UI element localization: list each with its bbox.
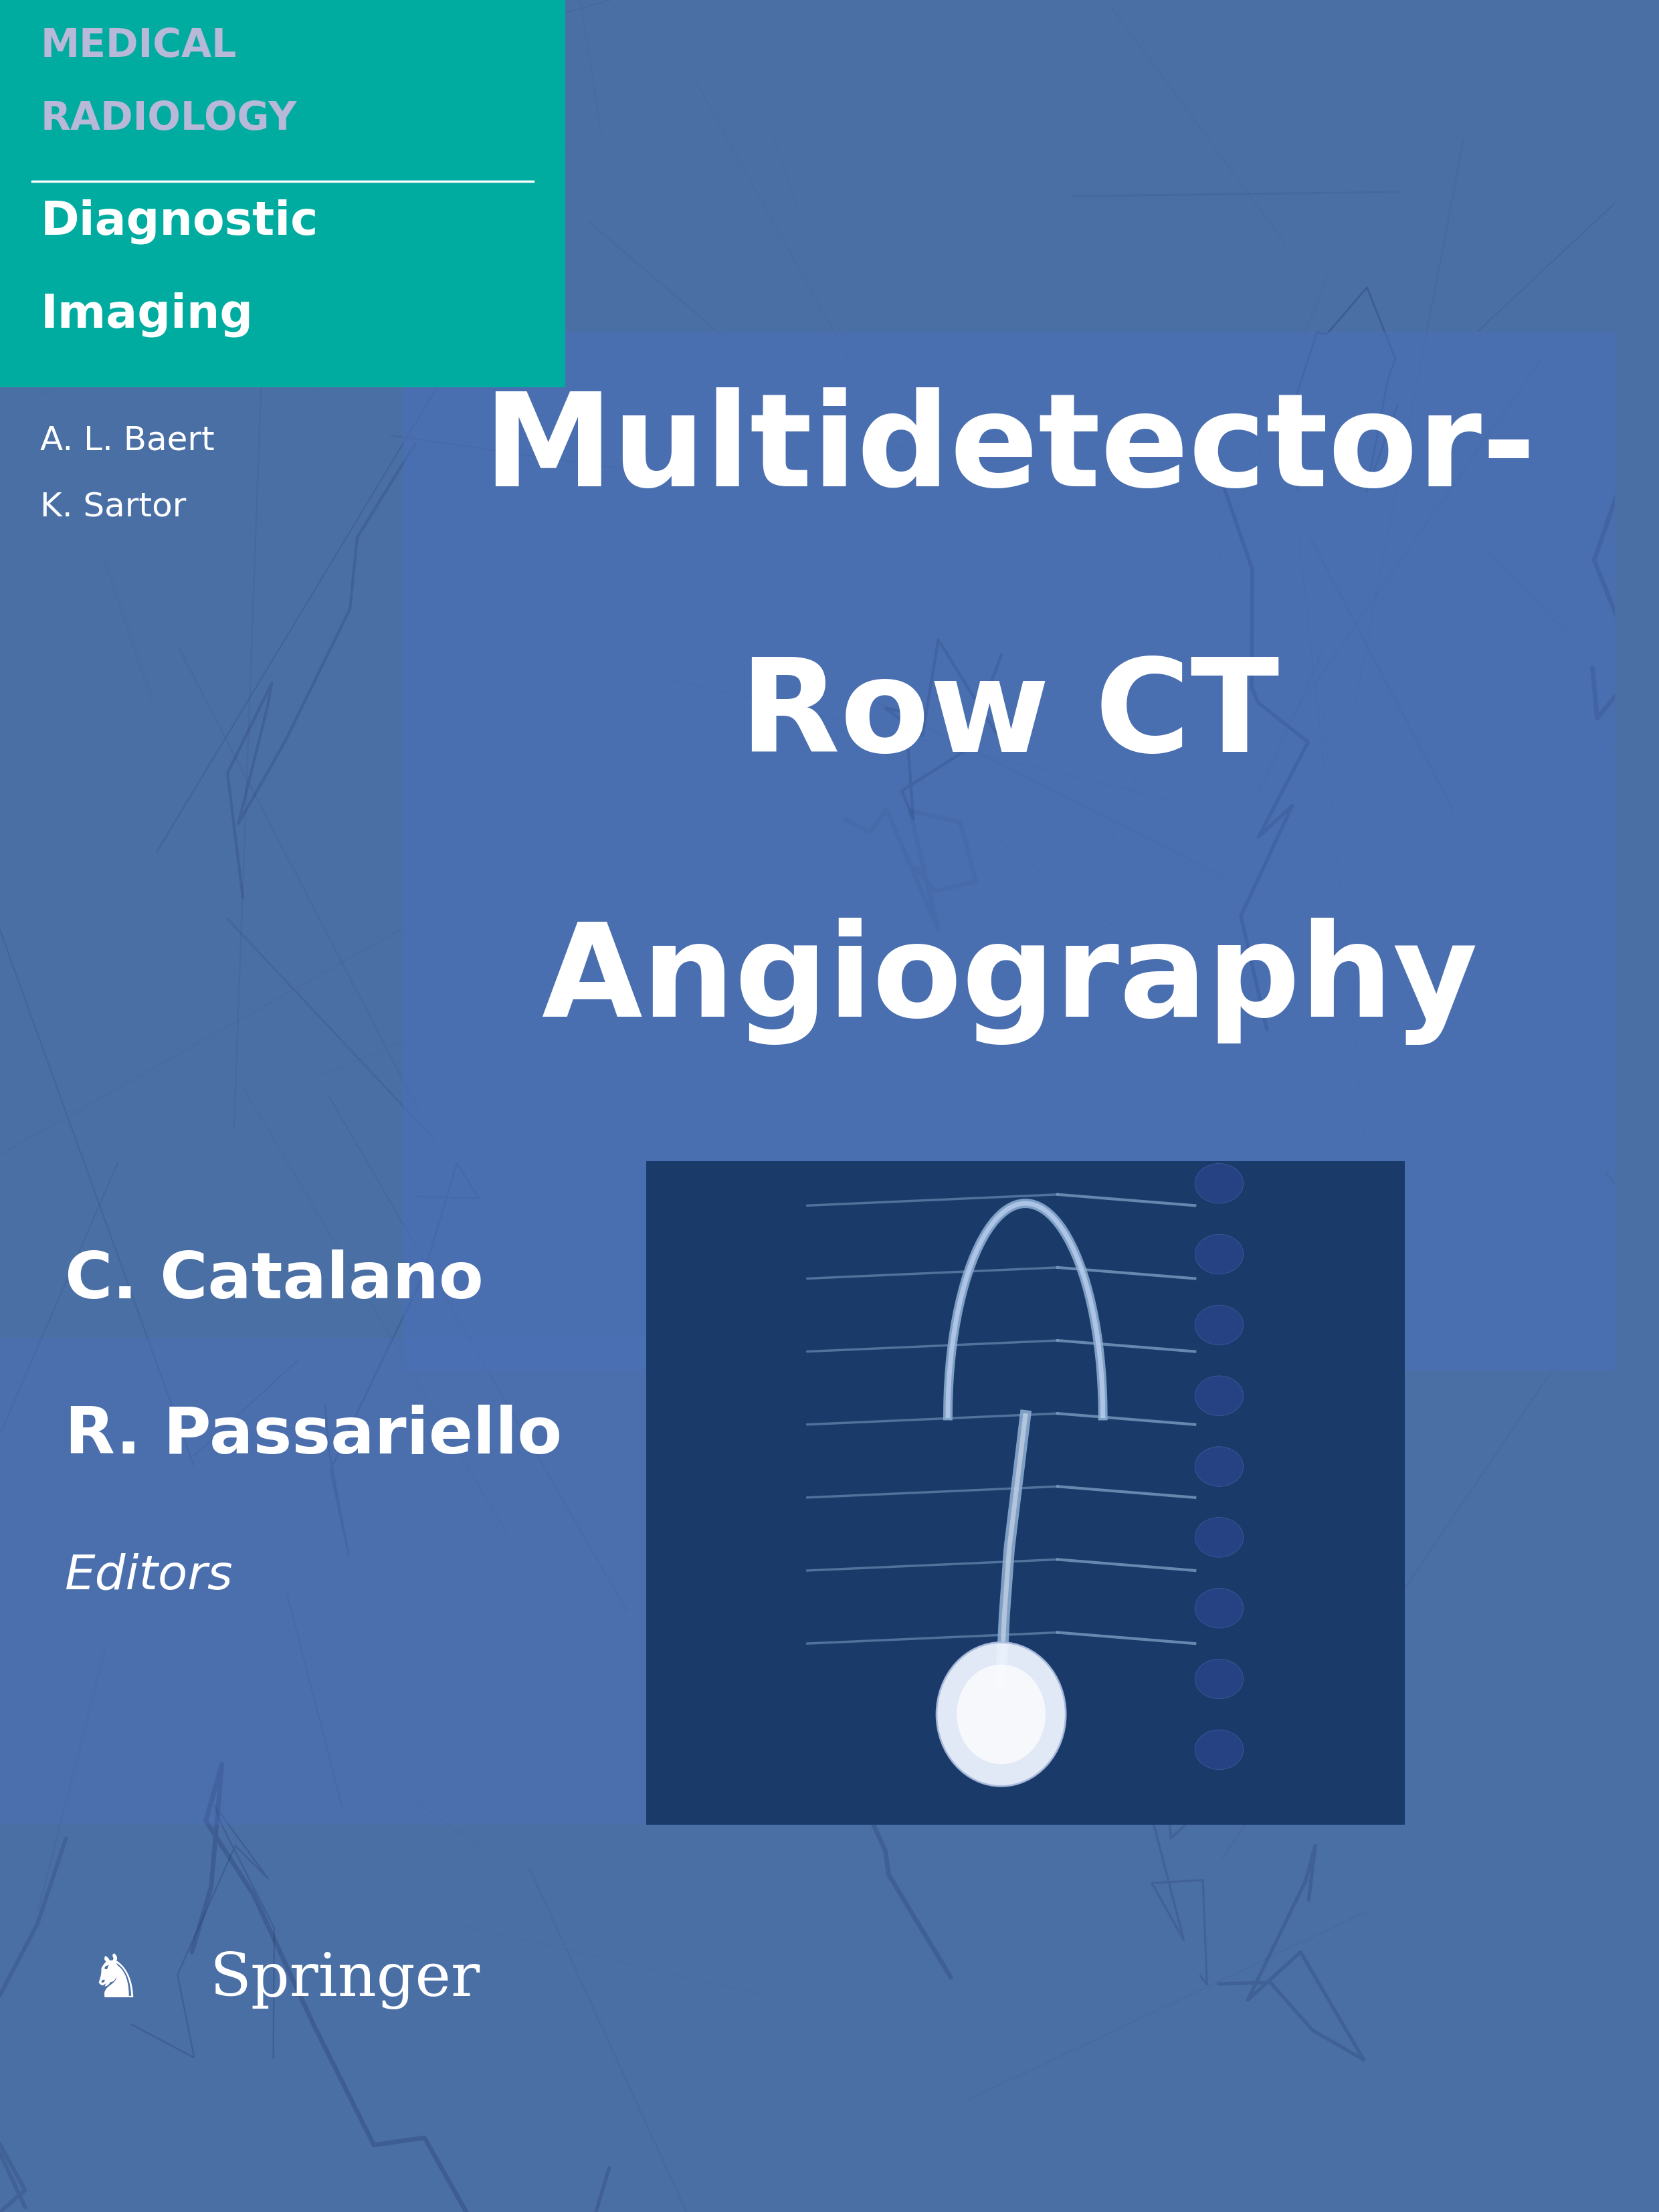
Ellipse shape [1194,1659,1243,1699]
Text: A. L. Baert: A. L. Baert [40,425,214,458]
Text: RADIOLOGY: RADIOLOGY [40,100,297,137]
Bar [403,332,1614,1371]
Ellipse shape [1194,1517,1243,1557]
Text: Multidetector-: Multidetector- [483,387,1536,513]
Ellipse shape [1194,1234,1243,1274]
Text: ♞: ♞ [90,1951,143,2011]
Text: Row CT: Row CT [740,653,1279,779]
Text: C. Catalano: C. Catalano [65,1250,483,1312]
Text: MEDICAL: MEDICAL [40,27,237,64]
Bar [645,1161,1405,1825]
Bar [0,1338,679,1825]
Text: Angiography: Angiography [541,918,1478,1044]
Ellipse shape [1194,1447,1243,1486]
Ellipse shape [1194,1588,1243,1628]
Text: R. Passariello: R. Passariello [65,1405,562,1467]
Ellipse shape [937,1641,1065,1787]
Ellipse shape [1194,1164,1243,1203]
Ellipse shape [1194,1305,1243,1345]
Bar [0,0,566,387]
Text: Springer: Springer [211,1951,479,2008]
Text: Editors: Editors [65,1553,232,1599]
Text: Diagnostic: Diagnostic [40,199,319,243]
Ellipse shape [1194,1730,1243,1770]
Text: Imaging: Imaging [40,292,254,336]
Ellipse shape [1194,1376,1243,1416]
Ellipse shape [957,1663,1045,1765]
Text: K. Sartor: K. Sartor [40,491,186,524]
